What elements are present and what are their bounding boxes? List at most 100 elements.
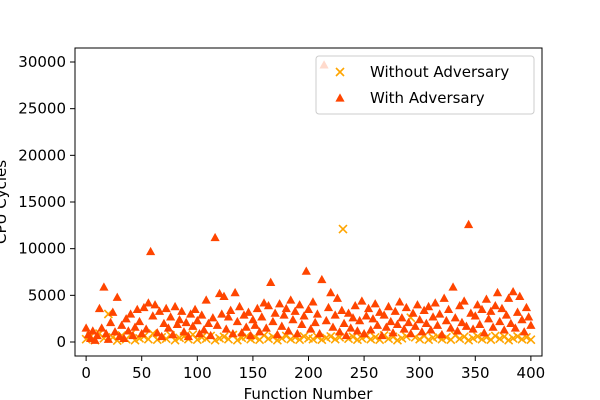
data-point: [217, 309, 227, 318]
y-tick-label: 5000: [28, 286, 66, 304]
data-point: [212, 320, 222, 329]
x-tick-label: 400: [517, 364, 546, 382]
data-point: [343, 308, 354, 317]
data-point: [517, 315, 527, 324]
plot-marks: [81, 60, 536, 346]
data-point: [181, 317, 191, 327]
data-point: [406, 329, 416, 338]
data-point: [194, 329, 205, 338]
data-point: [274, 299, 285, 308]
legend-marker-symbol: [335, 67, 345, 77]
data-point: [432, 320, 443, 329]
data-point: [512, 331, 523, 341]
x-tick-label: 100: [183, 364, 212, 382]
data-point: [190, 304, 200, 314]
y-tick-label: 25000: [18, 100, 66, 118]
y-tick-label: 20000: [18, 146, 66, 164]
data-point: [308, 297, 318, 306]
x-tick-label: 200: [294, 364, 323, 382]
data-point: [468, 324, 478, 333]
data-point: [99, 282, 109, 291]
data-point: [437, 329, 447, 339]
y-tick-label: 15000: [18, 193, 66, 211]
x-axis-ticks: 0 50 100 150 200 250 300 350 400: [81, 356, 545, 382]
data-point: [326, 331, 336, 341]
data-point: [146, 246, 156, 256]
data-point: [350, 301, 360, 310]
data-point: [435, 309, 445, 318]
data-point: [410, 321, 420, 330]
data-point: [332, 293, 343, 302]
data-point: [388, 328, 398, 337]
data-point: [317, 274, 327, 284]
x-tick-label: 50: [132, 364, 151, 382]
data-point: [484, 314, 494, 323]
data-point: [210, 232, 220, 242]
data-point: [444, 304, 454, 314]
data-point: [188, 321, 198, 330]
data-point: [428, 312, 438, 321]
data-point: [172, 319, 182, 328]
data-point: [470, 311, 480, 320]
data-point: [88, 326, 98, 335]
data-point: [306, 324, 316, 333]
data-point: [237, 328, 247, 337]
data-point: [112, 292, 122, 301]
x-tick-label: 150: [239, 364, 268, 382]
data-point: [490, 301, 500, 310]
data-point: [366, 325, 376, 334]
data-point: [103, 334, 113, 343]
data-point: [268, 316, 278, 326]
data-point: [208, 313, 218, 322]
x-tick-label: 300: [405, 364, 434, 382]
data-point: [243, 307, 254, 316]
data-point: [368, 314, 378, 323]
data-point: [168, 329, 178, 339]
x-tick-label: 350: [461, 364, 490, 382]
data-point: [157, 331, 167, 341]
data-point: [457, 317, 467, 327]
data-point: [261, 323, 271, 332]
data-point: [490, 331, 500, 341]
data-point: [488, 322, 498, 331]
data-point: [250, 320, 260, 329]
data-point: [448, 282, 458, 291]
data-point: [477, 304, 487, 314]
data-point: [395, 297, 405, 306]
data-point: [526, 335, 536, 345]
data-point: [143, 298, 153, 307]
data-point: [512, 307, 523, 316]
data-point: [499, 325, 509, 334]
data-point: [279, 310, 289, 319]
data-point: [459, 296, 469, 305]
data-point: [475, 319, 485, 328]
data-point: [521, 302, 532, 312]
data-point: [326, 287, 336, 297]
data-point: [455, 301, 465, 310]
data-point: [161, 303, 171, 313]
data-point: [226, 305, 236, 314]
data-point: [177, 306, 187, 315]
data-point: [472, 331, 483, 341]
data-point: [170, 301, 180, 311]
y-axis-ticks: 0 5000 10000 15000 20000 25000 30000: [18, 53, 75, 351]
data-point: [241, 322, 251, 331]
data-point: [290, 306, 300, 315]
data-point: [110, 327, 120, 336]
data-point: [139, 302, 149, 312]
data-point: [90, 335, 100, 344]
data-point: [492, 287, 503, 297]
data-point: [183, 331, 194, 341]
data-point: [246, 330, 256, 340]
y-tick-label: 0: [56, 333, 66, 351]
data-point: [479, 328, 489, 337]
data-point: [464, 219, 474, 229]
data-point: [206, 330, 216, 340]
data-point: [179, 327, 189, 336]
data-point: [159, 318, 169, 328]
data-point: [450, 313, 460, 322]
data-point: [163, 323, 173, 332]
data-point: [508, 287, 518, 296]
data-point: [415, 315, 425, 324]
data-point: [232, 316, 242, 326]
